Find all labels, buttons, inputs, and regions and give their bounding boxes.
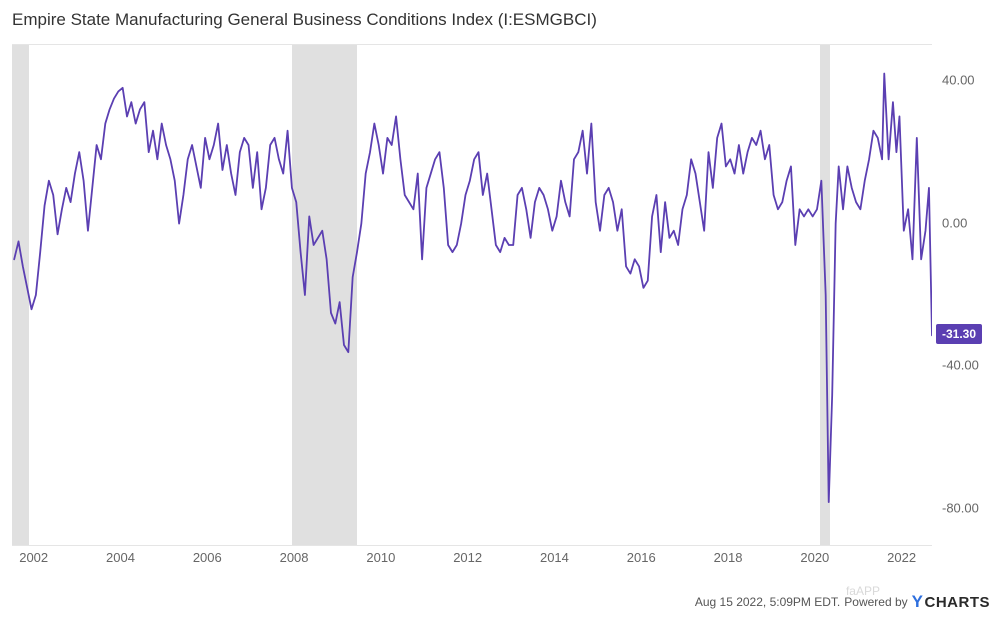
brand-y: Y xyxy=(912,592,924,612)
y-tick-label: 40.00 xyxy=(942,72,975,87)
x-tick-label: 2004 xyxy=(106,550,135,565)
y-tick-label: -40.00 xyxy=(942,358,979,373)
brand-logo: YCHARTS xyxy=(912,592,990,612)
y-tick-label: -80.00 xyxy=(942,501,979,516)
x-tick-label: 2008 xyxy=(280,550,309,565)
x-tick-label: 2006 xyxy=(193,550,222,565)
x-tick-label: 2010 xyxy=(366,550,395,565)
chart-container: Empire State Manufacturing General Busin… xyxy=(0,0,1000,620)
x-tick-label: 2022 xyxy=(887,550,916,565)
x-tick-label: 2012 xyxy=(453,550,482,565)
line-series xyxy=(12,45,932,545)
endpoint-value-badge: -31.30 xyxy=(936,324,982,344)
x-tick-label: 2020 xyxy=(800,550,829,565)
chart-title: Empire State Manufacturing General Busin… xyxy=(12,10,597,30)
x-tick-label: 2016 xyxy=(627,550,656,565)
x-tick-label: 2014 xyxy=(540,550,569,565)
chart-footer: Aug 15 2022, 5:09PM EDT. Powered by YCHA… xyxy=(695,592,990,612)
footer-powered-by: Powered by xyxy=(844,595,907,609)
brand-rest: CHARTS xyxy=(925,594,991,611)
footer-timestamp: Aug 15 2022, 5:09PM EDT. xyxy=(695,595,840,609)
y-tick-label: 0.00 xyxy=(942,215,967,230)
x-tick-label: 2002 xyxy=(19,550,48,565)
x-tick-label: 2018 xyxy=(714,550,743,565)
plot-area xyxy=(12,44,932,546)
